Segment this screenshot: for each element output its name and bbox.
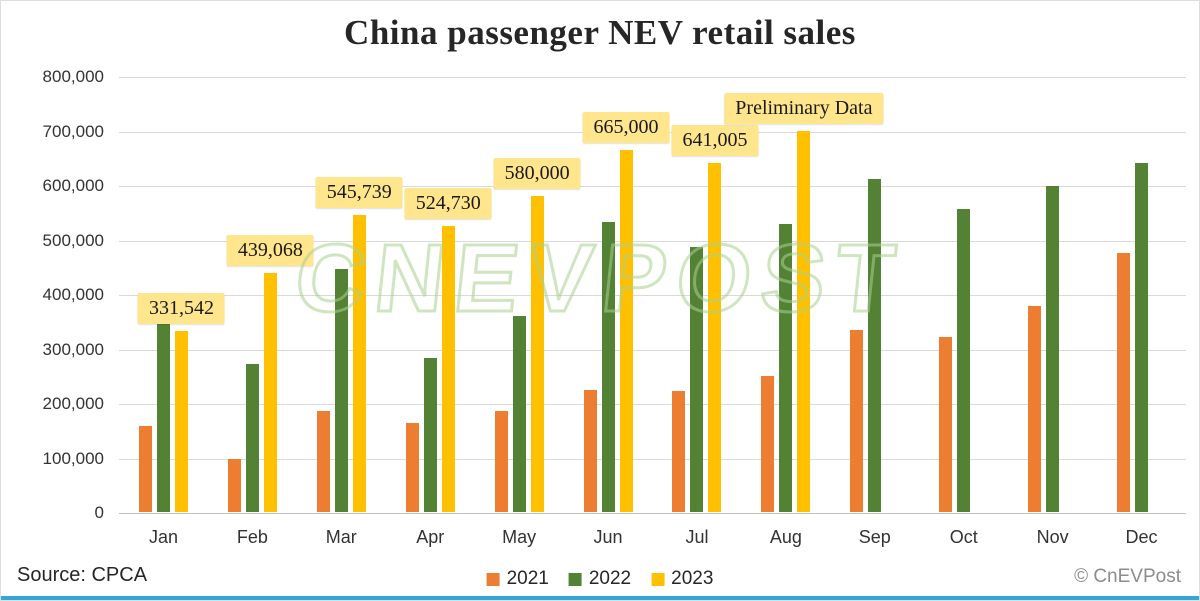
bar-2022-jun <box>601 222 615 512</box>
x-tick-label-mar: Mar <box>325 527 357 547</box>
bar-2021-mar <box>316 411 330 512</box>
bar-2021-jul <box>672 391 686 512</box>
bar-2021-aug <box>761 376 775 512</box>
bar-2021-jun <box>583 390 597 512</box>
bar-2023-jun <box>619 149 633 512</box>
grid-line <box>119 458 1186 460</box>
x-tick-label-aug: Aug <box>769 527 802 547</box>
legend-label-2023: 2023 <box>671 568 714 589</box>
data-label-mar: 545,739 <box>315 176 403 208</box>
y-tick-label: 400,000 <box>42 285 104 304</box>
x-tick-label-jul: Jul <box>685 527 709 547</box>
y-tick-label: 800,000 <box>42 67 104 86</box>
copyright-label: © CnEVPost <box>1074 566 1181 587</box>
legend-item-2022: 2022 <box>568 568 632 590</box>
x-tick-label-oct: Oct <box>949 527 978 547</box>
bar-2022-jan <box>156 322 170 512</box>
x-tick-label-nov: Nov <box>1036 527 1069 547</box>
bar-2022-aug <box>779 223 793 512</box>
bar-2023-feb <box>263 272 277 512</box>
y-tick-label: 0 <box>94 503 104 522</box>
y-tick-label: 700,000 <box>42 121 104 141</box>
bar-2022-dec <box>1135 163 1149 512</box>
grid-line <box>119 404 1186 405</box>
bar-2021-sep <box>850 329 864 512</box>
bottom-accent-bar <box>1 596 1199 600</box>
bar-2023-jul <box>708 162 722 512</box>
bar-2022-oct <box>957 208 971 512</box>
bar-2021-jan <box>138 425 152 512</box>
bar-2021-may <box>494 411 508 512</box>
bar-2022-mar <box>334 269 348 512</box>
bar-2022-jul <box>690 247 704 512</box>
legend-item-2021: 2021 <box>486 568 549 590</box>
bar-2023-apr <box>441 226 455 512</box>
data-label-apr: 524,730 <box>404 188 492 220</box>
x-tick-label-may: May <box>502 527 537 547</box>
y-tick-label: 100,000 <box>42 448 104 468</box>
bar-2022-apr <box>423 358 437 512</box>
bar-2022-feb <box>245 363 259 512</box>
data-label-jan: 331,542 <box>137 293 225 325</box>
bar-2021-dec <box>1117 253 1131 512</box>
legend-label-2021: 2021 <box>506 568 549 589</box>
y-tick-label: 600,000 <box>42 176 104 195</box>
x-tick-label-sep: Sep <box>858 527 891 547</box>
x-tick-label-feb: Feb <box>236 527 268 547</box>
bar-2021-nov <box>1028 306 1042 512</box>
plot-area <box>119 77 1186 514</box>
x-tick-label-jan: Jan <box>148 527 178 547</box>
data-label-may: 580,000 <box>493 157 581 189</box>
grid-line <box>119 186 1186 187</box>
grid-line <box>119 295 1186 296</box>
bar-2023-mar <box>352 214 366 512</box>
x-axis-line <box>119 513 1186 514</box>
chart-title: China passenger NEV retail sales <box>344 13 856 52</box>
bar-2021-apr <box>405 423 419 512</box>
x-tick-label-apr: Apr <box>416 527 445 547</box>
bar-2023-may <box>530 195 544 512</box>
legend-swatch-2021 <box>486 572 500 586</box>
legend-label-2022: 2022 <box>588 568 632 589</box>
data-label-jun: 665,000 <box>582 111 670 143</box>
grid-line <box>119 349 1186 351</box>
grid-line <box>119 240 1186 242</box>
y-tick-label: 500,000 <box>42 230 104 250</box>
y-tick-label: 300,000 <box>42 339 104 359</box>
bar-2021-feb <box>227 459 241 512</box>
bar-2023-jan <box>174 331 188 512</box>
source-label: Source: CPCA <box>17 564 148 586</box>
grid-line <box>119 77 1186 78</box>
legend-swatch-2022 <box>568 572 582 586</box>
legend-item-2023: 2023 <box>651 568 713 590</box>
legend: 2021 2022 2023 <box>486 568 713 590</box>
y-tick-label: 200,000 <box>42 394 104 413</box>
legend-swatch-2023 <box>651 572 665 586</box>
data-label-feb: 439,068 <box>226 234 314 266</box>
x-tick-label-dec: Dec <box>1125 527 1158 547</box>
bar-2022-nov <box>1046 186 1060 512</box>
data-label-jul: 641,005 <box>671 124 759 156</box>
bar-2022-sep <box>868 179 882 512</box>
data-label-aug: Preliminary Data <box>724 92 884 124</box>
x-tick-label-jun: Jun <box>593 527 623 547</box>
bar-2021-oct <box>939 337 953 512</box>
bar-2022-may <box>512 315 526 512</box>
bar-2023-aug <box>797 130 811 512</box>
